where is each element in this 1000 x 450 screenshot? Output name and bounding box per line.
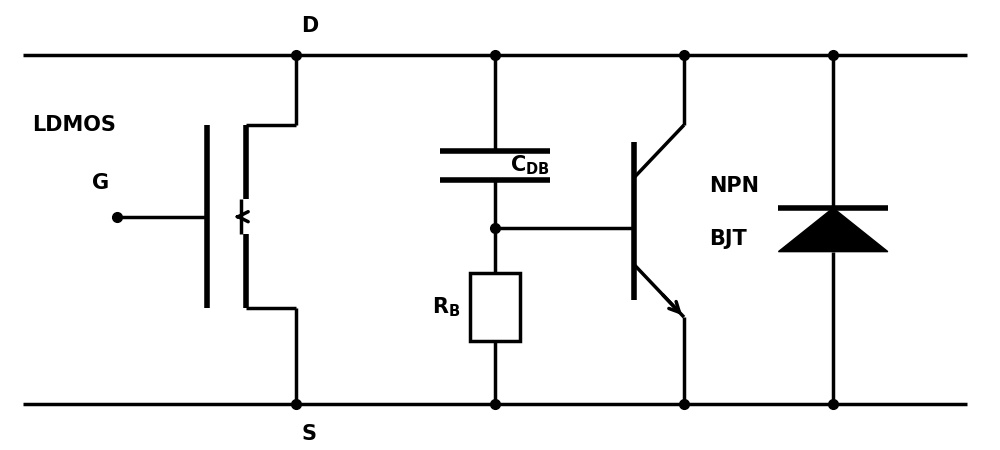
Text: G: G: [92, 173, 109, 193]
Text: BJT: BJT: [709, 229, 747, 248]
Text: $\mathbf{R_B}$: $\mathbf{R_B}$: [432, 296, 460, 319]
Bar: [470, 274, 520, 341]
Text: $\mathbf{C_{DB}}$: $\mathbf{C_{DB}}$: [510, 153, 550, 177]
Text: D: D: [301, 15, 318, 36]
Text: NPN: NPN: [709, 176, 759, 196]
Polygon shape: [778, 208, 888, 252]
Text: LDMOS: LDMOS: [33, 115, 116, 135]
Text: S: S: [301, 424, 316, 444]
